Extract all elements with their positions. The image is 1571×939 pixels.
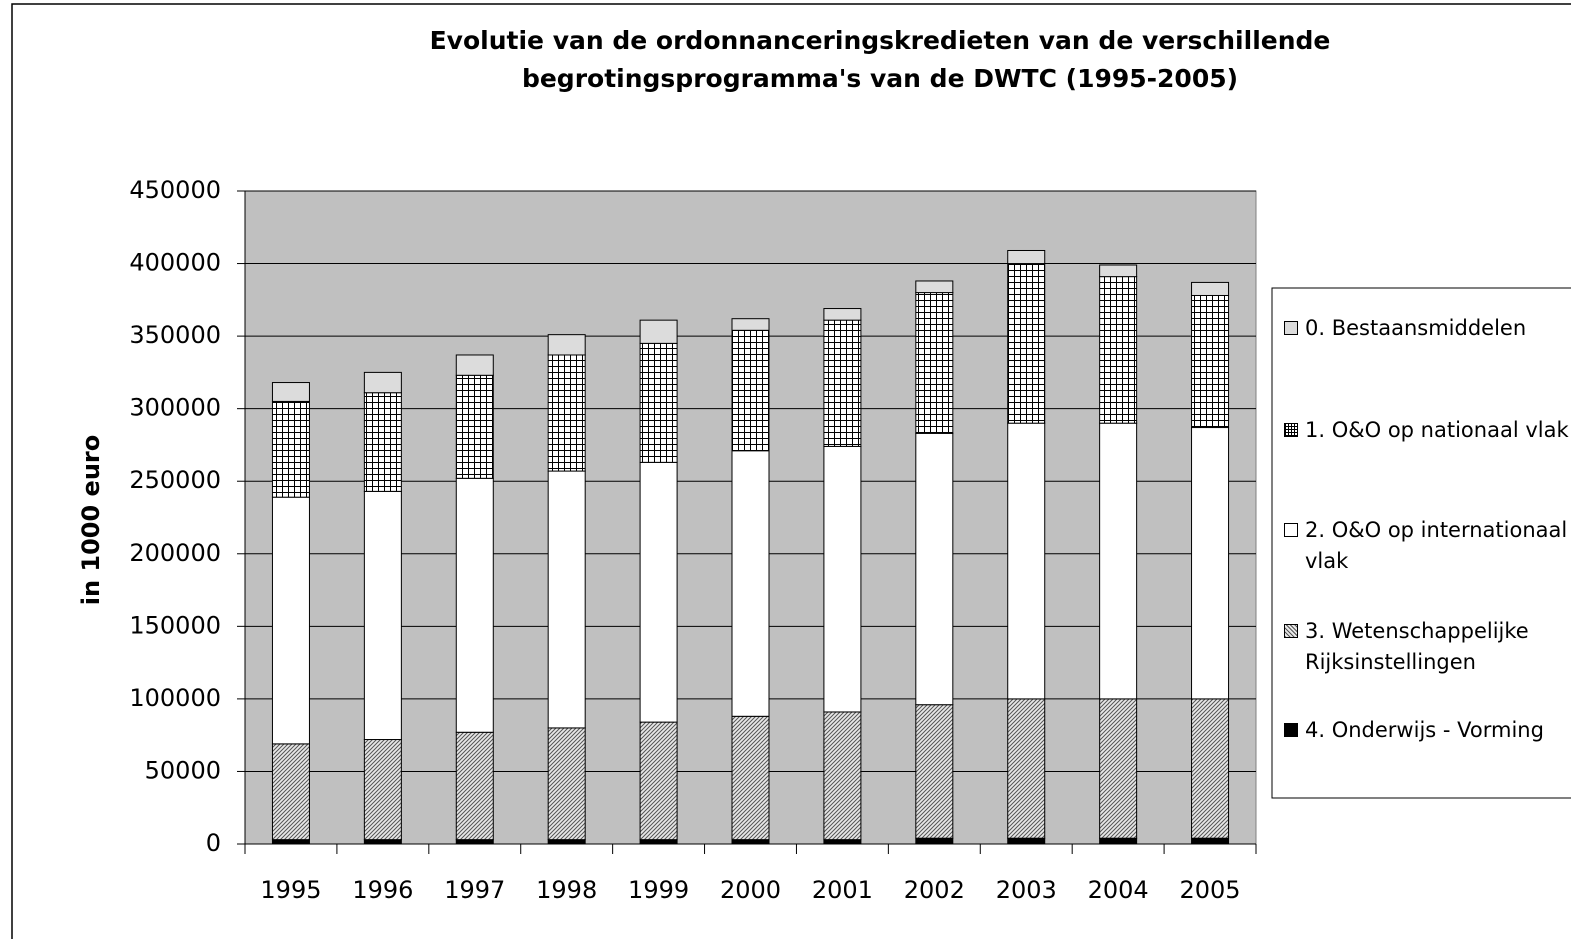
- y-tick-label: 200000: [129, 539, 221, 567]
- y-axis-label: in 1000 euro: [77, 435, 105, 606]
- legend-swatch: [1284, 723, 1298, 737]
- bar-segment: [823, 445, 862, 713]
- x-tick-label: 2001: [812, 876, 873, 904]
- bar-segment: [639, 319, 678, 344]
- bar-segment: [547, 470, 586, 729]
- x-tick-label: 2002: [904, 876, 965, 904]
- y-tick-label: 450000: [129, 176, 221, 204]
- y-tick-label: 150000: [129, 611, 221, 639]
- bar-segment: [363, 839, 402, 845]
- y-tick-label: 50000: [145, 756, 221, 784]
- legend-label: 2. O&O op internationaal vlak: [1305, 518, 1568, 573]
- legend-swatch: [1284, 321, 1298, 335]
- x-tick-label: 1999: [628, 876, 689, 904]
- bar-segment: [271, 496, 310, 745]
- bar-segment: [1007, 422, 1046, 700]
- legend-label: 0. Bestaansmiddelen: [1305, 316, 1527, 340]
- y-tick-label: 250000: [129, 466, 221, 494]
- bar-segment: [547, 334, 586, 356]
- bar-segment: [363, 392, 402, 492]
- bar-segment: [1099, 422, 1138, 700]
- bar-segment: [915, 432, 954, 706]
- bar-segment: [731, 318, 770, 331]
- bar-segment: [455, 354, 494, 376]
- y-tick-label: 400000: [129, 249, 221, 277]
- bar-segment: [363, 371, 402, 394]
- bar-segment: [823, 319, 862, 447]
- bar-segment: [731, 450, 770, 717]
- bar-segment: [639, 461, 678, 723]
- bar-segment: [731, 715, 770, 841]
- y-tick-label: 100000: [129, 684, 221, 712]
- legend-swatch: [1284, 523, 1298, 537]
- legend-swatch: [1284, 624, 1298, 638]
- bar-segment: [1007, 837, 1046, 845]
- x-tick-label: 2005: [1180, 876, 1241, 904]
- bar-segment: [547, 354, 586, 472]
- frame-border: [11, 3, 1571, 939]
- x-tick-label: 2004: [1088, 876, 1149, 904]
- bar-segment: [271, 382, 310, 402]
- legend-label: 4. Onderwijs - Vorming: [1305, 718, 1544, 742]
- bar-segment: [1099, 698, 1138, 839]
- legend-label: 1. O&O op nationaal vlak: [1305, 418, 1569, 442]
- bar-segment: [455, 731, 494, 841]
- bar-segment: [363, 739, 402, 841]
- bar-segment: [547, 839, 586, 845]
- legend-label: 3. Wetenschappelijke Rijksinstellingen: [1305, 619, 1529, 674]
- bar-segment: [915, 292, 954, 434]
- bar-segment: [1007, 698, 1046, 839]
- bar-segment: [455, 839, 494, 845]
- bar-segment: [639, 721, 678, 841]
- x-tick-label: 1998: [536, 876, 597, 904]
- bar-segment: [1099, 276, 1138, 424]
- bar-segment: [915, 280, 954, 294]
- bar-segment: [731, 329, 770, 452]
- bar-segment: [639, 342, 678, 463]
- x-tick-label: 2003: [996, 876, 1057, 904]
- legend-swatch: [1284, 423, 1298, 437]
- bar-segment: [1191, 427, 1230, 700]
- bar-segment: [915, 704, 954, 839]
- bar-segment: [1007, 263, 1046, 424]
- bar-segment: [271, 743, 310, 841]
- y-tick-label: 0: [206, 829, 221, 857]
- x-tick-label: 2000: [720, 876, 781, 904]
- x-tick-label: 1996: [352, 876, 413, 904]
- bar-segment: [823, 711, 862, 841]
- y-tick-label: 350000: [129, 321, 221, 349]
- bar-segment: [823, 839, 862, 845]
- bar-segment: [547, 727, 586, 841]
- bar-segment: [1191, 698, 1230, 839]
- bar-segment: [823, 308, 862, 321]
- bar-segment: [363, 490, 402, 741]
- bar-segment: [639, 839, 678, 845]
- bar-segment: [1191, 281, 1230, 296]
- bar-segment: [1191, 294, 1230, 429]
- bar-segment: [1191, 837, 1230, 845]
- chart-title: Evolutie van de ordonnanceringskredieten…: [429, 26, 1331, 93]
- bar-segment: [455, 374, 494, 479]
- bar-segment: [915, 837, 954, 845]
- legend-box: [1271, 287, 1571, 799]
- bar-segment: [1099, 837, 1138, 845]
- x-tick-label: 1995: [260, 876, 321, 904]
- bar-segment: [455, 477, 494, 733]
- y-tick-label: 300000: [129, 394, 221, 422]
- bar-segment: [731, 839, 770, 845]
- bar-segment: [1099, 264, 1138, 278]
- bar-segment: [271, 400, 310, 498]
- x-tick-label: 1997: [444, 876, 505, 904]
- bar-segment: [271, 839, 310, 845]
- bar-segment: [1007, 249, 1046, 265]
